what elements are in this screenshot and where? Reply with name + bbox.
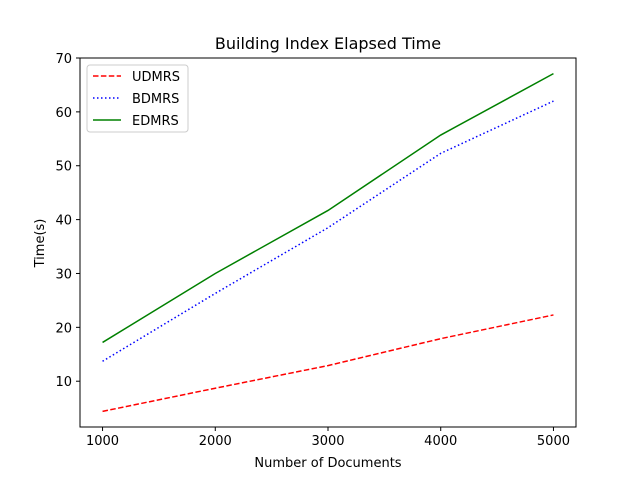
x-tick-label: 4000 (424, 434, 457, 449)
plot-area: 1000 2000 3000 4000 5000 10 20 30 40 50 60 70 (55, 52, 577, 449)
x-tick-label: 1000 (86, 434, 119, 449)
legend-label-bdmrs: BDMRS (132, 92, 179, 107)
legend-label-udmrs: UDMRS (132, 70, 180, 85)
x-tick-label: 2000 (199, 434, 232, 449)
series-line-bdmrs (102, 100, 554, 362)
y-tick-label: 70 (55, 52, 72, 67)
chart-title: Building Index Elapsed Time (215, 34, 441, 53)
y-tick-label: 30 (55, 267, 72, 282)
y-tick-label: 50 (55, 160, 72, 175)
y-tick-label: 60 (55, 106, 72, 121)
x-tick-label: 3000 (311, 434, 344, 449)
x-axis-label: Number of Documents (254, 456, 401, 471)
y-axis-label: Time(s) (33, 219, 48, 269)
legend-label-edmrs: EDMRS (132, 114, 179, 129)
y-tick-label: 10 (55, 375, 72, 390)
y-tick-label: 40 (55, 214, 72, 229)
legend-box (86, 64, 189, 133)
y-tick-label: 20 (55, 321, 72, 336)
series-line-edmrs (102, 72, 554, 344)
legend: UDMRS BDMRS EDMRS (86, 64, 189, 133)
x-tick-label: 5000 (537, 434, 570, 449)
series-line-udmrs (102, 314, 554, 413)
